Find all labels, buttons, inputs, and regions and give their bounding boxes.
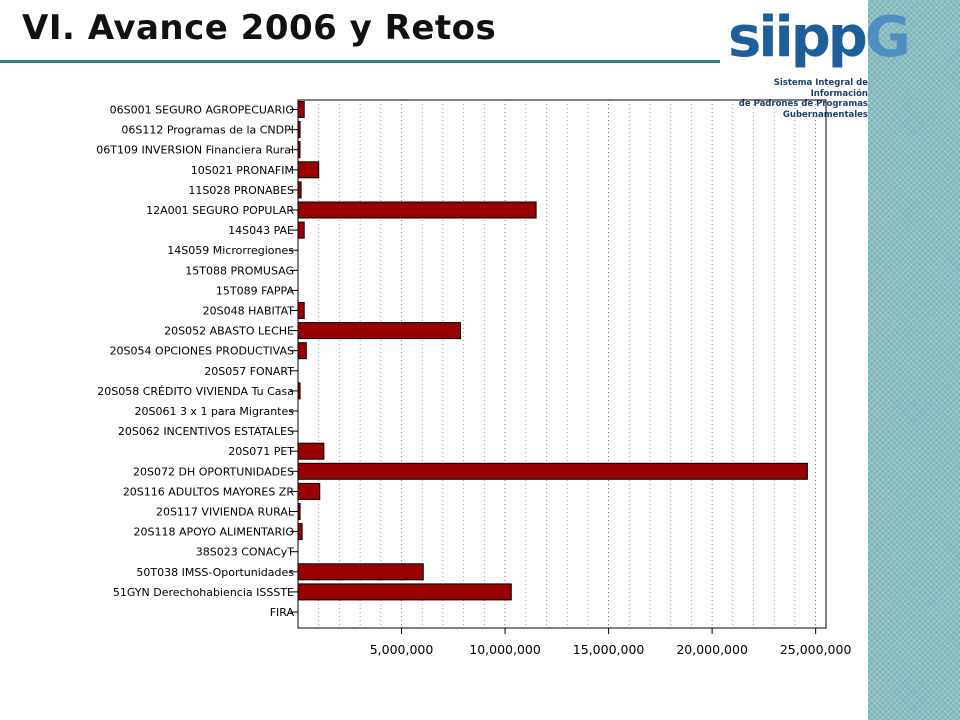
bar xyxy=(297,563,424,581)
category-label: 20S116 ADULTOS MAYORES ZR xyxy=(123,485,295,498)
category-label: 20S071 PET xyxy=(228,445,294,458)
slide-title: VI. Avance 2006 y Retos xyxy=(22,8,497,48)
logo-subtitle-line: de Padrones de Programas xyxy=(738,99,868,109)
category-label: 20S054 OPCIONES PRODUCTIVAS xyxy=(110,345,294,358)
category-label: 15T088 PROMUSAG xyxy=(185,264,294,277)
category-label: 38S023 CONACyT xyxy=(196,546,295,559)
bar xyxy=(297,342,307,360)
category-label: FIRA xyxy=(270,606,295,619)
bar xyxy=(297,161,320,179)
category-label: 20S072 DH OPORTUNIDADES xyxy=(133,465,294,478)
category-label: 10S021 PRONAFIM xyxy=(191,164,294,177)
category-label: 50T038 IMSS-Oportunidades xyxy=(136,566,294,579)
bar xyxy=(297,442,325,460)
bar xyxy=(297,302,305,319)
category-label: 20S061 3 x 1 para Migrantes xyxy=(134,405,294,418)
side-decorative-stripe xyxy=(868,0,960,720)
bar xyxy=(297,583,512,601)
category-label: 06S001 SEGURO AGROPECUARIO xyxy=(110,104,295,117)
bar xyxy=(297,322,462,340)
bar xyxy=(297,221,305,239)
bar xyxy=(297,462,808,480)
bar xyxy=(297,201,537,219)
category-label: 20S117 VIVIENDA RURAL xyxy=(156,506,295,519)
logo-subtitle-line: Sistema Integral de Información xyxy=(773,78,868,99)
logo-subtitle-line: Gubernamentales xyxy=(782,109,868,120)
bar xyxy=(297,503,301,520)
category-label: 11S028 PRONABES xyxy=(188,184,294,197)
bar xyxy=(297,482,321,500)
category-label: 20S058 CRÉDITO VIVIENDA Tu Casa xyxy=(97,385,294,398)
category-label: 20S118 APOYO ALIMENTARIO xyxy=(134,526,295,539)
bar xyxy=(297,121,301,139)
siippg-logo: siippG Sistema Integral de Información d… xyxy=(728,6,911,120)
x-tick-label: 10,000,000 xyxy=(469,642,541,657)
category-label: 06S112 Programas de la CNDPI xyxy=(121,124,294,137)
category-label: 14S043 PAE xyxy=(228,224,294,237)
category-label: 06T109 INVERSION Financiera Rural xyxy=(96,144,294,157)
bar xyxy=(297,181,302,199)
category-label: 20S062 INCENTIVOS ESTATALES xyxy=(118,425,294,438)
bar xyxy=(297,382,301,400)
category-label: 20S048 HABITAT xyxy=(203,305,295,318)
logo-subtitle: Sistema Integral de Información de Padro… xyxy=(728,78,868,120)
bar xyxy=(297,101,305,118)
bar xyxy=(297,141,301,159)
category-label: 51GYN Derechohabiencia ISSSTE xyxy=(113,586,294,599)
category-label: 14S059 Microrregiones xyxy=(167,244,294,257)
category-label: 15T089 FAPPA xyxy=(216,284,295,297)
x-tick-label: 20,000,000 xyxy=(676,642,748,657)
x-tick-label: 15,000,000 xyxy=(573,642,645,657)
bar xyxy=(297,523,303,541)
category-label: 20S052 ABASTO LECHE xyxy=(164,325,294,338)
x-tick-label: 5,000,000 xyxy=(370,642,434,657)
logo-wordmark: siippG xyxy=(728,5,911,70)
category-label: 12A001 SEGURO POPULAR xyxy=(146,204,294,217)
category-label: 20S057 FONART xyxy=(204,365,294,378)
title-underline xyxy=(0,60,720,63)
plot-frame xyxy=(297,99,827,629)
x-tick-label: 25,000,000 xyxy=(780,642,852,657)
